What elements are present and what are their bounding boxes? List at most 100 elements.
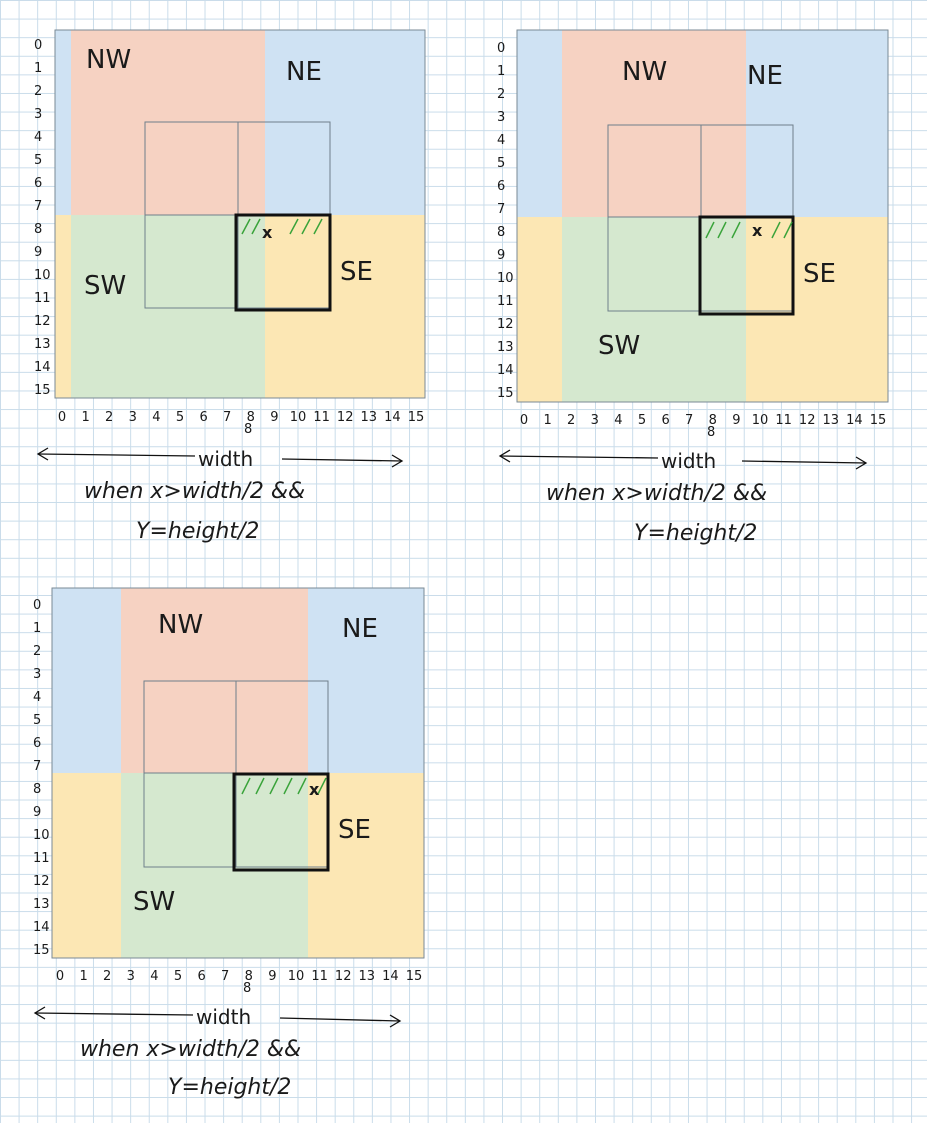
col-tick-label: 15	[408, 410, 425, 425]
col-tick-label: 7	[223, 410, 231, 425]
row-tick-label: 8	[497, 225, 505, 240]
highlight-box	[232, 772, 330, 872]
col-tick-label: 0	[520, 413, 528, 428]
col-tick-label: 2	[567, 413, 575, 428]
x-mark-subscript: 8	[707, 425, 715, 440]
row-tick-label: 2	[34, 84, 42, 99]
row-tick-label: 3	[33, 667, 41, 682]
quadrant-se-left-strip	[52, 773, 122, 958]
label-nw: NW	[86, 45, 131, 75]
width-label: width	[196, 1005, 251, 1029]
quadrant-se-left-strip	[55, 215, 71, 398]
label-ne: NE	[286, 57, 322, 87]
col-tick-label: 0	[58, 410, 66, 425]
point-x-mark: x	[262, 223, 273, 242]
col-tick-label: 1	[81, 410, 89, 425]
row-tick-label: 13	[497, 340, 514, 355]
row-tick-label: 4	[34, 130, 42, 145]
row-tick-label: 6	[34, 176, 42, 191]
quadrant-sw	[121, 773, 309, 958]
hatch-marks	[241, 218, 323, 235]
row-tick-label: 7	[34, 199, 42, 214]
row-tick-label: 13	[33, 897, 50, 912]
col-tick-label: 10	[290, 410, 307, 425]
row-tick-label: 1	[33, 621, 41, 636]
quadrant-se	[265, 215, 425, 398]
row-tick-label: 11	[497, 294, 514, 309]
row-tick-label: 5	[497, 156, 505, 171]
col-tick-label: 9	[268, 969, 276, 984]
label-ne: NE	[747, 61, 783, 91]
col-tick-label: 10	[752, 413, 769, 428]
caption-line-2: Y=height/2	[136, 519, 259, 544]
col-tick-label: 12	[799, 413, 816, 428]
hatch-marks	[705, 221, 793, 239]
row-tick-label: 0	[497, 41, 505, 56]
frame	[54, 29, 426, 399]
row-tick-label: 7	[33, 759, 41, 774]
col-tick-label: 4	[614, 413, 622, 428]
col-tick-label: 5	[638, 413, 646, 428]
col-tick-label: 10	[288, 969, 305, 984]
label-sw: SW	[133, 887, 175, 917]
col-tick-label: 8	[709, 413, 717, 428]
quadrant-ne-left-strip	[52, 588, 122, 773]
row-tick-label: 12	[33, 874, 50, 889]
col-tick-label: 13	[361, 410, 378, 425]
row-tick-label: 11	[34, 291, 51, 306]
row-tick-label: 2	[33, 644, 41, 659]
row-tick-label: 9	[497, 248, 505, 263]
quadrant-nw	[562, 30, 747, 217]
row-tick-label: 8	[33, 782, 41, 797]
row-tick-label: 0	[33, 598, 41, 613]
row-tick-label: 3	[497, 110, 505, 125]
frame	[516, 29, 889, 403]
col-tick-label: 15	[870, 413, 887, 428]
quadrant-ne	[746, 30, 888, 217]
row-tick-label: 2	[497, 87, 505, 102]
row-tick-label: 12	[34, 314, 51, 329]
caption-line-2: Y=height/2	[168, 1075, 291, 1100]
row-tick-label: 3	[34, 107, 42, 122]
col-tick-label: 13	[823, 413, 840, 428]
caption-line-1: when x>width/2 &&	[546, 481, 767, 506]
width-arrow	[498, 449, 868, 470]
row-tick-label: 1	[34, 61, 42, 76]
width-label: width	[198, 447, 253, 471]
row-tick-label: 5	[34, 153, 42, 168]
quadrant-ne-left-strip	[55, 30, 71, 215]
x-mark-subscript: 8	[244, 422, 252, 437]
row-tick-label: 12	[497, 317, 514, 332]
caption-line-2: Y=height/2	[634, 521, 757, 546]
row-tick-label: 14	[34, 360, 51, 375]
col-tick-label: 9	[270, 410, 278, 425]
col-tick-label: 13	[359, 969, 376, 984]
row-tick-label: 15	[497, 386, 514, 401]
col-tick-label: 11	[311, 969, 328, 984]
row-tick-label: 0	[34, 38, 42, 53]
col-tick-label: 1	[543, 413, 551, 428]
row-tick-label: 4	[497, 133, 505, 148]
label-nw: NW	[158, 610, 203, 640]
col-tick-label: 6	[199, 410, 207, 425]
highlight-box	[698, 215, 795, 316]
col-tick-label: 5	[174, 969, 182, 984]
row-tick-label: 14	[497, 363, 514, 378]
label-se: SE	[340, 257, 373, 287]
col-tick-label: 2	[103, 969, 111, 984]
col-tick-label: 8	[245, 969, 253, 984]
row-tick-label: 14	[33, 920, 50, 935]
label-sw: SW	[598, 331, 640, 361]
col-tick-label: 0	[56, 969, 64, 984]
row-tick-label: 15	[33, 943, 50, 958]
col-tick-label: 14	[846, 413, 863, 428]
row-tick-label: 8	[34, 222, 42, 237]
col-tick-label: 1	[79, 969, 87, 984]
width-label: width	[661, 449, 716, 473]
col-tick-label: 9	[732, 413, 740, 428]
